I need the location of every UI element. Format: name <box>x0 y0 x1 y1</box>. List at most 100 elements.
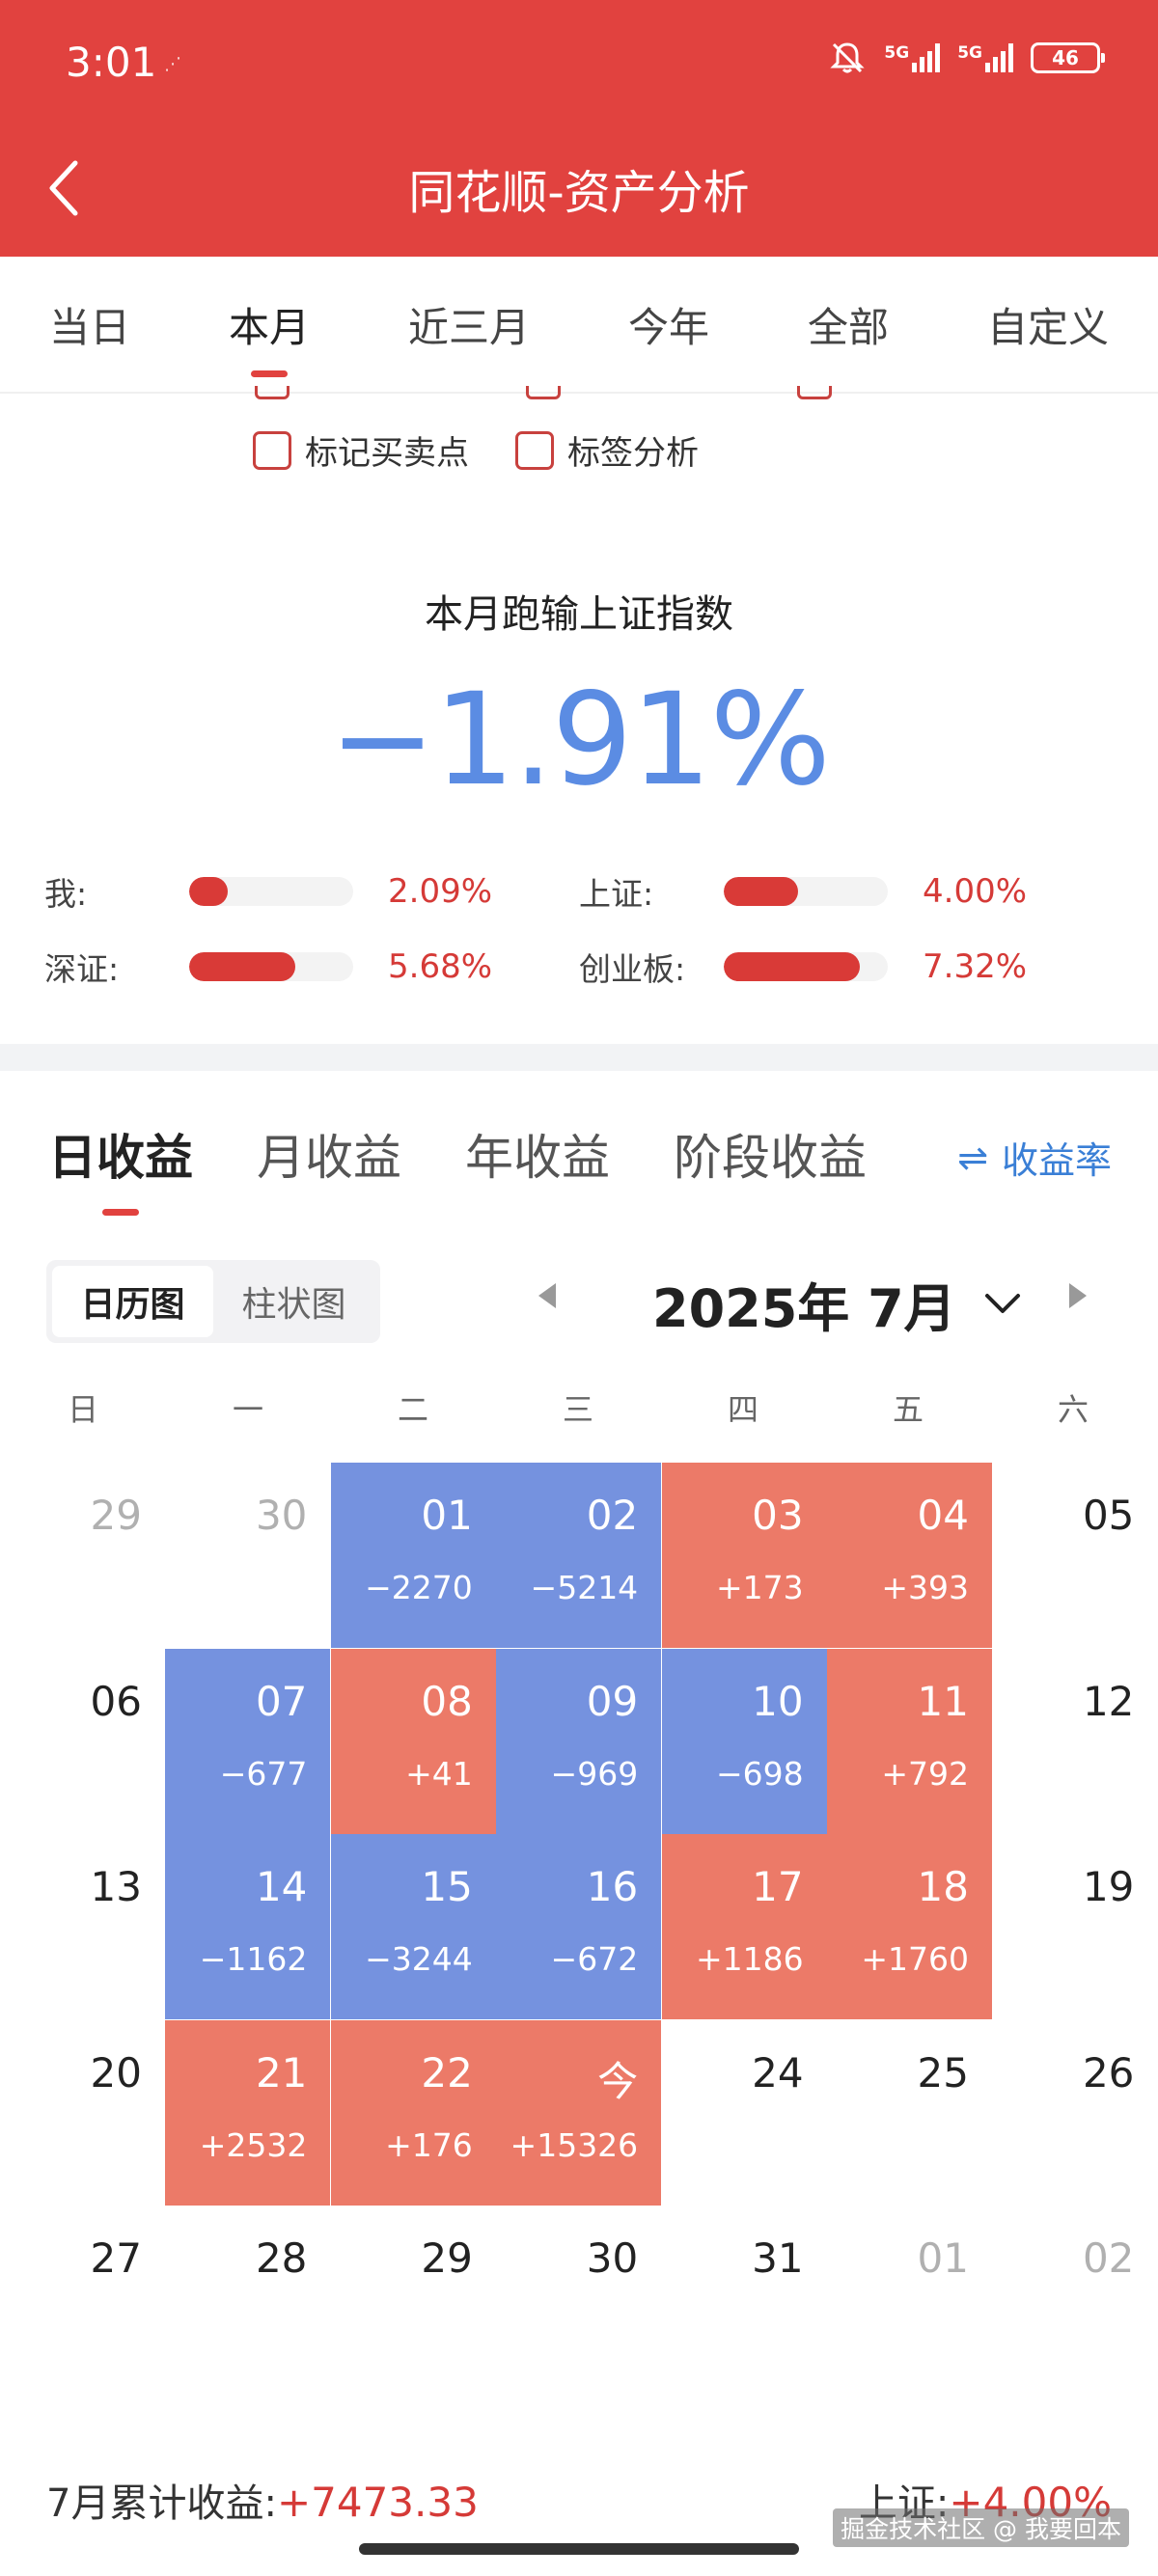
mark-trades-checkbox[interactable] <box>253 430 291 470</box>
day-number: 30 <box>586 2234 639 2282</box>
calendar-day-cell[interactable]: 17 +1186 <box>661 1834 827 2019</box>
calendar-day-cell[interactable]: 02 <box>992 2206 1157 2391</box>
tab-stage-profit[interactable]: 阶段收益 <box>674 1130 867 1186</box>
home-indicator[interactable] <box>359 2543 799 2555</box>
day-profit: +176 <box>385 2125 473 2164</box>
day-number: 22 <box>421 2048 473 2096</box>
calendar-day-cell[interactable]: 13 <box>0 1834 165 2019</box>
next-month-button[interactable] <box>1065 1281 1089 1314</box>
weekday-header: 日 一 二 三 四 五 六 <box>0 1385 1158 1434</box>
checkbox[interactable] <box>255 386 290 399</box>
calendar-day-cell[interactable]: 18 +1760 <box>827 1834 992 2019</box>
calendar-day-cell[interactable]: 26 <box>992 2020 1157 2206</box>
app-header: 3:01 ⋰ 5G 5G 46 同花顺-资产分析 <box>0 0 1158 257</box>
triangle-left-icon <box>538 1283 556 1308</box>
calendar-day-cell[interactable]: 30 <box>165 1463 330 1648</box>
tab-custom[interactable]: 自定义 <box>986 303 1109 351</box>
calendar-day-cell[interactable]: 03 +173 <box>661 1463 827 1648</box>
day-number: 29 <box>421 2234 473 2282</box>
month-total: 7月累计收益:+7473.33 <box>46 2472 479 2528</box>
calendar-day-cell[interactable]: 11 +792 <box>827 1648 992 1834</box>
profit-rate-toggle[interactable]: ⇌ 收益率 <box>957 1131 1112 1184</box>
tag-analysis-checkbox[interactable] <box>515 430 554 470</box>
benchmark-value: 7.32% <box>923 947 1028 986</box>
day-number: 06 <box>90 1677 142 1725</box>
calendar-day-cell[interactable]: 20 <box>0 2020 165 2206</box>
weekday-label: 日 <box>67 1391 98 1428</box>
day-number: 04 <box>917 1492 969 1539</box>
triangle-right-icon <box>1069 1283 1087 1308</box>
calendar-day-cell[interactable]: 01 <box>827 2206 992 2391</box>
calendar-day-cell[interactable]: 30 <box>496 2206 661 2391</box>
month-selector[interactable]: 2025年 7月 <box>652 1266 1022 1342</box>
back-button[interactable] <box>46 154 95 222</box>
day-number: 18 <box>917 1863 969 1910</box>
day-number: 08 <box>421 1677 473 1725</box>
weekday-label: 一 <box>232 1391 263 1428</box>
mute-bell-icon <box>830 42 866 73</box>
calendar-day-cell[interactable]: 今 +15326 <box>496 2019 662 2206</box>
tab-all[interactable]: 全部 <box>807 303 889 351</box>
day-profit: −5214 <box>530 1569 639 1606</box>
benchmark-mine: 我: 2.09% <box>44 868 542 915</box>
calendar-day-cell[interactable]: 22 +176 <box>330 2019 496 2206</box>
day-number: 27 <box>90 2234 142 2282</box>
benchmark-bar-fill <box>189 952 295 981</box>
calendar-day-cell[interactable]: 07 −677 <box>165 1648 331 1834</box>
calendar-day-cell[interactable]: 19 <box>992 1834 1157 2019</box>
weekday-label: 六 <box>1057 1391 1089 1428</box>
mark-trades-label: 标记买卖点 <box>305 434 469 473</box>
calendar-day-cell[interactable]: 04 +393 <box>827 1463 992 1648</box>
day-number: 25 <box>917 2048 969 2096</box>
prev-month-button[interactable] <box>537 1281 560 1314</box>
tab-this-year[interactable]: 今年 <box>627 303 709 351</box>
calendar-day-cell[interactable]: 12 <box>992 1649 1157 1834</box>
calendar-day-cell[interactable]: 21 +2532 <box>165 2019 331 2206</box>
bar-view-button[interactable]: 柱状图 <box>241 1285 346 1325</box>
chevron-left-icon <box>49 160 78 216</box>
day-profit: +2532 <box>199 2125 308 2164</box>
calendar-day-cell[interactable]: 15 −3244 <box>330 1834 496 2019</box>
calendar-day-cell[interactable]: 25 <box>827 2020 992 2206</box>
calendar-day-cell[interactable]: 05 <box>992 1463 1157 1648</box>
tab-this-month[interactable]: 本月 <box>219 295 319 377</box>
calendar-day-cell[interactable]: 29 <box>331 2206 496 2391</box>
day-number: 16 <box>586 1863 639 1910</box>
clipped-option-row <box>0 386 1158 401</box>
checkbox[interactable] <box>526 386 561 399</box>
tab-daily-profit[interactable]: 日收益 <box>48 1119 193 1216</box>
calendar-day-cell[interactable]: 06 <box>0 1649 165 1834</box>
calendar-day-cell[interactable]: 24 <box>662 2020 827 2206</box>
calendar-day-cell[interactable]: 01 −2270 <box>330 1463 496 1648</box>
mark-trades-option[interactable]: 标记买卖点 <box>253 426 469 474</box>
tab-monthly-profit[interactable]: 月收益 <box>257 1130 401 1186</box>
calendar-day-cell[interactable]: 28 <box>165 2206 330 2391</box>
calendar-day-cell[interactable]: 08 +41 <box>330 1648 496 1834</box>
tag-analysis-option[interactable]: 标签分析 <box>515 426 699 474</box>
benchmark-label: 创业板: <box>579 950 686 988</box>
profit-tabs: 日收益 月收益 年收益 阶段收益 <box>48 1119 867 1216</box>
tab-three-months[interactable]: 近三月 <box>407 303 530 351</box>
benchmark-label: 上证: <box>579 875 654 913</box>
calendar-day-cell[interactable]: 31 <box>662 2206 827 2391</box>
calendar-day-cell[interactable]: 27 <box>0 2206 165 2391</box>
benchmark-value: 2.09% <box>388 872 493 911</box>
benchmark-bar-fill <box>724 877 799 906</box>
checkbox[interactable] <box>797 386 832 399</box>
calendar-day-cell[interactable]: 10 −698 <box>661 1648 827 1834</box>
benchmark-chinext: 创业板: 7.32% <box>579 944 1077 990</box>
calendar-day-cell[interactable]: 16 −672 <box>496 1834 662 2019</box>
signal-icon-2: 5G <box>957 43 1013 72</box>
tab-yearly-profit[interactable]: 年收益 <box>465 1130 610 1186</box>
period-tabs: 当日 本月 近三月 今年 全部 自定义 <box>0 257 1158 394</box>
signal-icon-1: 5G <box>884 43 941 72</box>
calendar-day-cell[interactable]: 09 −969 <box>496 1648 662 1834</box>
calendar-day-cell[interactable]: 29 <box>0 1463 165 1648</box>
calendar-view-button[interactable]: 日历图 <box>52 1266 213 1337</box>
tab-today[interactable]: 当日 <box>48 303 130 351</box>
day-profit: −677 <box>219 1754 308 1793</box>
calendar-day-cell[interactable]: 14 −1162 <box>165 1834 331 2019</box>
day-profit: +173 <box>715 1569 804 1606</box>
calendar-day-cell[interactable]: 02 −5214 <box>496 1463 662 1648</box>
status-time: 3:01 <box>66 39 157 86</box>
